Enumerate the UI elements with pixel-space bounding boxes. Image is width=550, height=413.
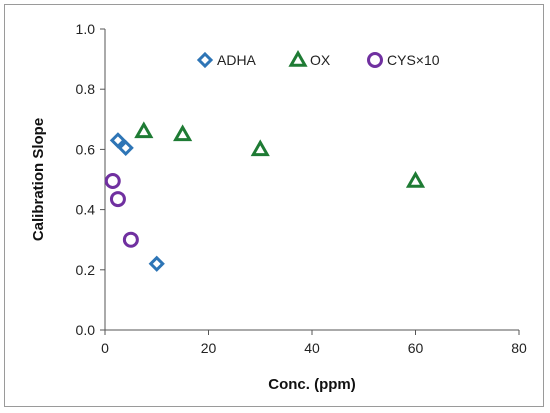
data-point <box>117 139 134 157</box>
legend: ADHA OX CYS×10 <box>196 49 440 69</box>
y-tick-label: 0.2 <box>76 262 96 278</box>
legend-item: ADHA <box>196 51 257 69</box>
y-tick-label: 1.0 <box>76 21 96 37</box>
x-tick-label: 40 <box>304 340 320 356</box>
data-point <box>122 231 139 248</box>
x-axis-title: Conc. (ppm) <box>268 376 356 393</box>
legend-item: OX <box>288 49 331 68</box>
y-tick-label: 0.6 <box>76 141 96 157</box>
scatter-chart: 0.0 0.2 0.4 0.6 0.8 1.0 0 20 40 60 80 ADHA OX CYS×10… <box>30 21 527 393</box>
tick-labels: 0.0 0.2 0.4 0.6 0.8 1.0 0 20 40 60 80 <box>76 21 527 356</box>
legend-marker <box>288 49 308 67</box>
data-point <box>109 191 126 208</box>
y-axis-title: Calibration Slope <box>30 118 47 241</box>
series-cys-10 <box>104 173 139 248</box>
data-point <box>134 121 154 139</box>
y-tick-label: 0.4 <box>76 202 96 218</box>
y-tick-label: 0.0 <box>76 322 96 338</box>
data-point <box>250 139 270 157</box>
x-tick-label: 60 <box>408 340 424 356</box>
x-tick-label: 80 <box>511 340 527 356</box>
legend-item: CYS×10 <box>367 52 440 68</box>
series-ox <box>134 121 426 188</box>
data-point <box>109 132 127 149</box>
data-point <box>173 124 193 142</box>
series-adha <box>109 132 165 272</box>
chart-frame: 0.0 0.2 0.4 0.6 0.8 1.0 0 20 40 60 80 ADHA OX CYS×10… <box>4 4 544 407</box>
legend-label: CYS×10 <box>387 52 440 68</box>
y-tick-label: 0.8 <box>76 81 96 97</box>
data-point <box>405 170 426 188</box>
x-tick-label: 0 <box>101 340 109 356</box>
legend-label: ADHA <box>217 52 257 68</box>
legend-marker <box>196 51 214 69</box>
x-tick-label: 20 <box>201 340 217 356</box>
data-points <box>104 121 426 272</box>
data-point <box>104 173 121 190</box>
axes <box>100 28 520 335</box>
legend-label: OX <box>310 52 331 68</box>
legend-marker <box>367 52 383 68</box>
data-point <box>148 255 165 272</box>
